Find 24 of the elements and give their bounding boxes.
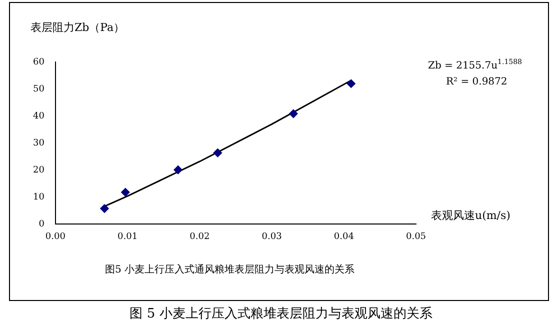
text: R² = 0.9872	[446, 76, 508, 88]
point	[213, 148, 222, 158]
y-tick-label: 20	[33, 165, 45, 176]
x-tick-label: 0.04	[334, 232, 354, 242]
point	[121, 188, 130, 197]
y-tick-label: 50	[33, 84, 45, 94]
y-axis-title: 表层阻力Zb（Pa）	[30, 20, 125, 34]
y-tick-label: 0	[38, 220, 45, 230]
point	[346, 79, 356, 88]
point	[100, 204, 109, 213]
x-tick-label: 0.05	[406, 232, 426, 242]
y-tick-label: 60	[33, 57, 45, 68]
caption: 图 5 小麦上行压入式粮堆表层阻力与表观风速的关系	[130, 306, 432, 322]
x-tick-label: 0.01	[118, 232, 138, 242]
point	[174, 166, 182, 174]
x-tick-label: 0.00	[45, 232, 66, 242]
x-axis-title: 表观风速u(m/s)	[431, 209, 510, 222]
y-tick-label: 30	[33, 138, 45, 148]
x-tick-label: 0.03	[262, 232, 282, 242]
point	[289, 109, 298, 118]
x-tick-label: 0.02	[190, 232, 210, 242]
y-tick-label: 40	[33, 111, 45, 122]
caption: 图5 小麦上行压入式通风粮堆表层阻力与表观风速的关系	[105, 264, 355, 276]
y-tick-label: 10	[33, 192, 45, 203]
